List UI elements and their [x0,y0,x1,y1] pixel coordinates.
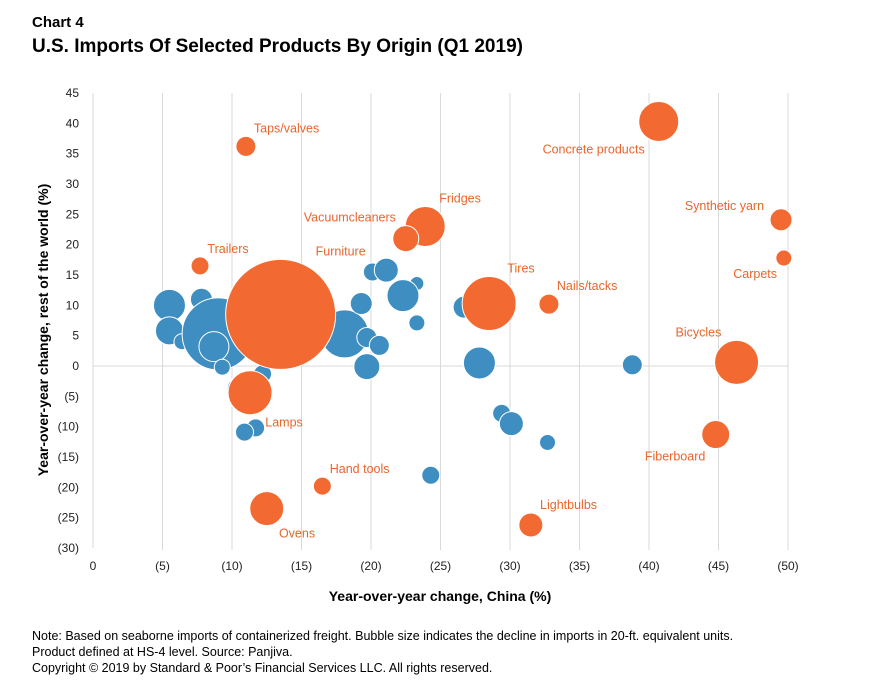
bubble-label: Bicycles [676,325,722,339]
bubble-other [368,334,390,356]
bubble-highlighted [701,420,731,450]
bubble-highlighted [538,293,560,315]
bubble-label: Nails/tacks [557,279,617,293]
bubble-label: Lamps [265,416,303,430]
bubble-label: Vacuumcleaners [304,211,396,225]
y-tick-label: 0 [72,359,79,373]
x-tick-label: 0 [90,559,97,573]
bubble-label: Fiberboard [645,450,705,464]
bubble-other [386,279,420,313]
bubble-label: Tires [507,262,534,276]
y-tick-label: 15 [66,268,80,282]
bubble-highlighted [225,258,337,370]
bubble-highlighted [638,101,680,143]
x-tick-label: (10) [221,559,242,573]
bubble-label: Carpets [733,267,777,281]
bubble-other [621,354,643,376]
x-tick-label: (40) [638,559,659,573]
highlighted-products-bubbles [190,101,793,538]
y-tick-label: 25 [66,207,80,221]
bubble-other [213,358,231,376]
y-axis-label: Year-over-year change, rest of the world… [35,184,51,477]
bubble-label: Taps/valves [254,121,319,135]
bubble-label: Synthetic yarn [685,199,764,213]
bubble-other [421,465,441,485]
bubble-highlighted [190,256,210,276]
x-tick-label: (20) [360,559,381,573]
chart-title: U.S. Imports Of Selected Products By Ori… [32,36,523,57]
x-tick-label: (5) [155,559,170,573]
bubble-other [462,346,496,380]
bubble-other [373,257,399,283]
y-axis-ticks: 45 40 35 30 25 20 15 10 5 0 (5) (10) (15) (20) (25) (30… [58,86,80,555]
bubble-label: Lightbulbs [540,498,597,512]
bubble-other [349,292,373,316]
bubble-highlighted [392,225,420,253]
x-tick-label: (15) [291,559,312,573]
bubble-highlighted [312,476,332,496]
x-tick-label: (50) [777,559,798,573]
y-tick-label: (20) [58,480,79,494]
bubble-label: Ovens [279,527,315,541]
y-tick-label: 30 [66,177,80,191]
bubble-highlighted [235,135,257,157]
y-tick-label: (25) [58,511,79,525]
bubble-other [353,353,381,381]
footnote-definition: Product defined at HS-4 level. Source: P… [32,645,293,659]
bubble-highlighted [714,339,760,385]
product-labels: Taps/valves Concrete products Synthetic ya… [207,121,777,540]
y-tick-label: (30) [58,541,79,555]
bubble-highlighted [775,249,793,267]
x-tick-label: (45) [708,559,729,573]
bubble-other [498,411,524,437]
bubble-highlighted [461,276,517,332]
bubble-other [408,314,426,332]
y-tick-label: (15) [58,450,79,464]
y-tick-label: (10) [58,420,79,434]
bubble-other [539,433,557,451]
y-tick-label: 40 [66,116,80,130]
y-tick-label: 5 [72,329,79,343]
y-tick-label: 35 [66,147,80,161]
bubble-highlighted [249,491,285,527]
x-axis-ticks: 0 (5) (10) (15) (20) (25) (30) (35) (40) (45) (50) [90,559,799,573]
bubble-label: Trailers [207,242,248,256]
y-tick-label: 20 [66,238,80,252]
bubble-other [235,422,255,442]
y-tick-label: 45 [66,86,80,100]
bubble-label: Hand tools [330,462,390,476]
x-tick-label: (30) [499,559,520,573]
footnote-note: Note: Based on seaborne imports of conta… [32,629,734,643]
x-tick-label: (25) [430,559,451,573]
bubble-label: Concrete products [543,143,645,157]
chart-number: Chart 4 [32,14,84,31]
bubble-highlighted [227,370,273,416]
bubble-other [198,331,230,363]
bubble-highlighted [769,208,793,232]
bubble-highlighted [518,512,544,538]
bubble-label: Fridges [439,191,481,205]
y-tick-label: 10 [66,298,80,312]
x-tick-label: (35) [569,559,590,573]
footnote-copyright: Copyright © 2019 by Standard & Poor’s Fi… [32,661,493,675]
x-axis-label: Year-over-year change, China (%) [329,588,552,604]
bubble-label: Furniture [316,244,366,258]
y-tick-label: (5) [64,389,79,403]
